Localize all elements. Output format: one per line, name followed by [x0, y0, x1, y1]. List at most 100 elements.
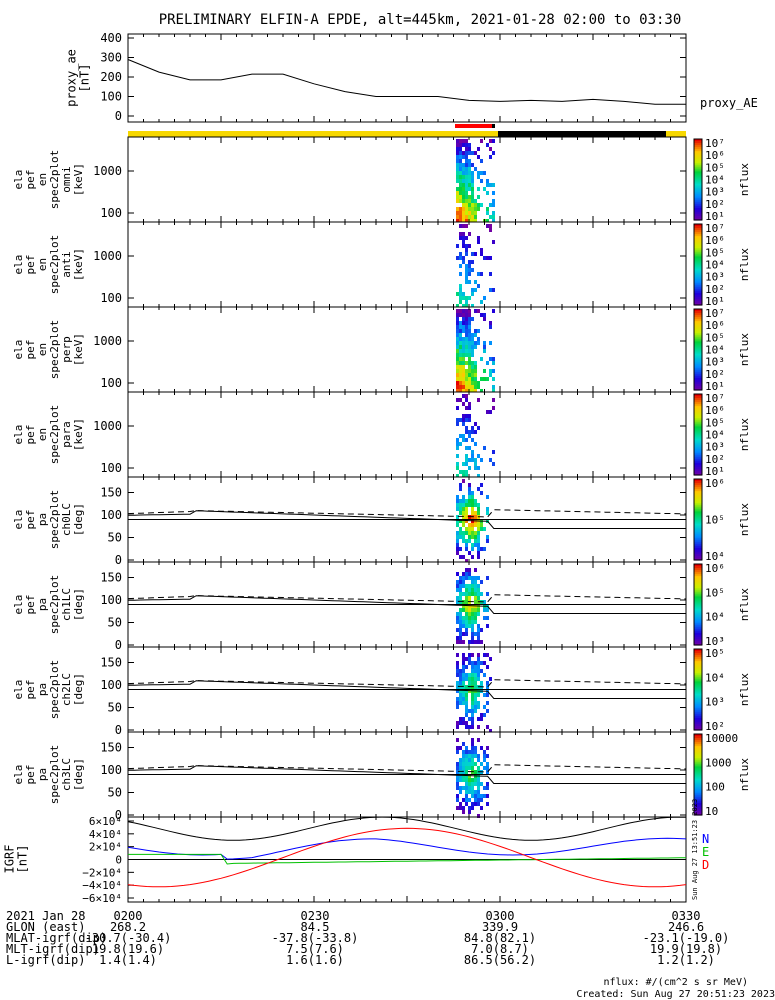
colorbar-segment	[694, 598, 702, 602]
colorbar-segment	[694, 541, 702, 545]
colorbar-segment	[694, 470, 702, 474]
heat-cell	[456, 462, 459, 466]
heat-cell	[486, 762, 489, 766]
colorbar-segment	[694, 147, 702, 150]
heat-cell	[456, 750, 459, 754]
colorbar-tick-label: 10⁵	[705, 331, 725, 344]
heat-cell	[474, 341, 477, 345]
heat-cell	[483, 349, 486, 353]
panel-pa_ch1: 150 100 50 0 ela pef pa spec2plot ch1LC [deg] 10⁶ 1…	[12, 561, 751, 652]
colorbar-segment	[694, 705, 702, 709]
colorbar-segment	[694, 420, 702, 423]
colorbar-segment	[694, 396, 702, 399]
heat-cell	[462, 183, 465, 187]
colorbar-segment	[694, 628, 702, 632]
heat-cell	[468, 329, 471, 333]
heat-cell	[462, 592, 465, 596]
colorbar-segment	[694, 800, 702, 804]
heat-cell	[471, 333, 474, 337]
heat-cell	[486, 191, 489, 195]
heat-cell	[474, 709, 477, 713]
colorbar-label: nflux	[738, 673, 751, 706]
axis-label-line: proxy_ae	[65, 49, 79, 107]
colorbar-segment	[694, 734, 702, 737]
heat-cell	[480, 661, 483, 665]
colorbar-segment	[694, 661, 702, 664]
heat-cell	[474, 515, 477, 519]
heat-cell	[468, 495, 471, 499]
y-tick-label: 1000	[93, 164, 122, 178]
heat-cell	[456, 147, 459, 151]
axis-label-line: en	[36, 428, 49, 441]
heat-cell	[486, 685, 489, 689]
plot-title: PRELIMINARY ELFIN-A EPDE, alt=445km, 202…	[159, 12, 682, 28]
heat-cell	[480, 592, 483, 596]
heat-cell	[480, 669, 483, 673]
heat-cell	[459, 673, 462, 677]
colorbar-segment	[694, 592, 702, 595]
heat-cell	[468, 709, 471, 713]
heat-cell	[456, 317, 459, 321]
igrf-legend-d: D	[702, 858, 709, 872]
colorbar-segment	[694, 549, 702, 553]
heat-cell	[477, 543, 480, 547]
heat-cell	[462, 353, 465, 357]
heat-cell	[468, 758, 471, 762]
axis-label-line: spec2plot	[48, 405, 61, 465]
colorbar-segment	[694, 446, 702, 450]
heat-cell	[474, 167, 477, 171]
heat-cell	[486, 361, 489, 365]
colorbar-segment	[694, 266, 702, 270]
colorbar-segment	[694, 414, 702, 417]
heat-cell	[468, 333, 471, 337]
colorbar-segment	[694, 675, 702, 678]
colorbar-segment	[694, 189, 702, 193]
footer-cell: 84.5	[301, 920, 330, 934]
heat-cell	[459, 535, 462, 539]
heat-cell	[468, 588, 471, 592]
heat-cell	[459, 519, 462, 523]
heat-cell	[456, 329, 459, 333]
heat-cell	[480, 806, 483, 810]
heat-cell	[465, 474, 468, 478]
heat-cell	[477, 798, 480, 802]
footer-cell: 0230	[301, 909, 330, 923]
heat-cell	[465, 167, 468, 171]
colorbar-tick-label: 10³	[705, 186, 725, 199]
heat-cell	[486, 256, 489, 260]
heat-cell	[456, 357, 459, 361]
heat-cell	[459, 511, 462, 515]
colorbar-segment	[694, 377, 702, 381]
heat-cell	[468, 171, 471, 175]
heat-cell	[459, 284, 462, 288]
heat-cell	[462, 309, 465, 313]
y-tick-label: 0	[115, 723, 122, 737]
heat-cell	[459, 802, 462, 806]
colorbar-segment	[694, 402, 702, 405]
heat-cell	[486, 794, 489, 798]
heat-cell	[483, 713, 486, 717]
heat-cell	[471, 163, 474, 167]
colorbar-segment	[694, 339, 702, 342]
heat-cell	[465, 709, 468, 713]
heat-cell	[462, 669, 465, 673]
axis-label-line: ela	[12, 425, 25, 445]
colorbar-segment	[694, 509, 702, 512]
colorbar-tick-label: 10⁴	[705, 174, 725, 187]
heat-cell	[462, 151, 465, 155]
y-tick-label: 1000	[93, 419, 122, 433]
colorbar-tick-label: 10⁵	[705, 586, 725, 599]
heat-cell	[480, 527, 483, 531]
heat-cell	[456, 398, 459, 402]
heat-cell	[456, 438, 459, 442]
heat-cell	[459, 329, 462, 333]
heat-cell	[486, 219, 489, 223]
heat-cell	[456, 349, 459, 353]
heat-cell	[456, 669, 459, 673]
heat-cell	[462, 539, 465, 543]
heat-cell	[483, 794, 486, 798]
colorbar-segment	[694, 398, 702, 401]
colorbar-label: nflux	[738, 248, 751, 281]
heat-cell	[477, 588, 480, 592]
heat-cell	[474, 701, 477, 705]
